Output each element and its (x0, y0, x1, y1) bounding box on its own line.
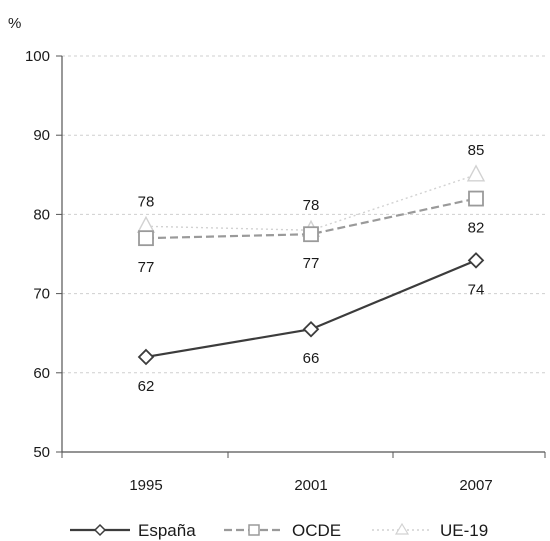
y-tick-label: 100 (25, 48, 50, 65)
x-tick-label: 2001 (294, 477, 327, 494)
data-label: 77 (303, 255, 320, 272)
y-tick-label: 80 (33, 206, 50, 223)
legend-label: UE-19 (440, 521, 488, 540)
data-label: 74 (468, 281, 485, 298)
axes (56, 55, 546, 458)
data-point-triangle (466, 164, 486, 182)
legend-label: España (138, 521, 196, 540)
x-tick-label: 2007 (459, 477, 492, 494)
data-label: 77 (138, 259, 155, 276)
gridlines (62, 55, 545, 374)
data-label: 78 (303, 197, 320, 214)
data-labels: 62 66 74 77 77 82 78 78 85 (138, 142, 485, 395)
legend-marker (394, 522, 410, 535)
y-tick-label: 60 (33, 365, 50, 382)
data-label: 66 (303, 350, 320, 367)
data-label: 62 (138, 378, 155, 395)
data-point-square (138, 230, 154, 247)
data-point-diamond (302, 320, 320, 338)
y-tick-label: 50 (33, 444, 50, 461)
legend-marker (93, 523, 107, 537)
data-label: 82 (468, 220, 485, 237)
y-axis-unit-label: % (8, 15, 21, 32)
y-tick-label: 90 (33, 127, 50, 144)
legend: España OCDE UE-19 (70, 521, 488, 540)
data-point-diamond (137, 348, 155, 366)
series-line (145, 259, 477, 359)
data-point-diamond (467, 252, 485, 269)
y-tick-label: 70 (33, 286, 50, 303)
series-line (145, 197, 477, 240)
x-axis-ticks: 1995 2001 2007 (129, 477, 492, 494)
series-group (136, 164, 486, 366)
data-label: 85 (468, 142, 485, 159)
data-point-square (468, 190, 484, 207)
data-label: 78 (138, 193, 155, 210)
legend-label: OCDE (292, 521, 341, 540)
legend-marker (248, 524, 260, 536)
y-axis-ticks: 50 60 70 80 90 100 (25, 48, 50, 461)
data-point-triangle (136, 215, 156, 233)
x-tick-label: 1995 (129, 477, 162, 494)
data-point-square (303, 226, 319, 243)
